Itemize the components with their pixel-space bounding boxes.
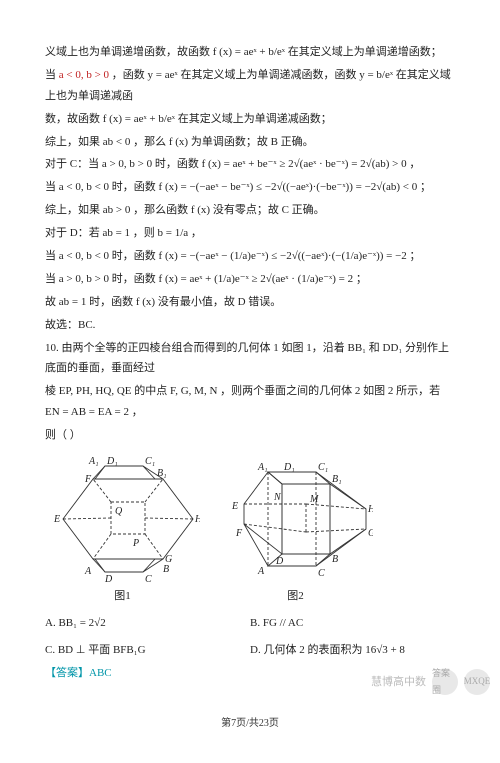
text-line: 数，故函数 f (x) = aeˣ + b/eˣ 在其定义域上为单调递减函数； [45,109,455,130]
figure-1: A₁ D₁ C₁ B₁ E H Q A D P C B F G 图1 [45,454,200,607]
watermark: 慧博高中数 答案圈 MXQE [371,669,490,695]
text-line: 当 a < 0, b < 0 时，函数 f (x) = −(−aeˣ − be⁻… [45,177,455,198]
choice-A: A. BB₁ = 2√2 [45,613,250,634]
lbl2-E: E [231,501,238,512]
question-text: 10. 由两个全等的正四棱台组合而得到的几何体 1 如图 1，沿着 BB₁ 和 … [45,338,455,380]
lbl-A1: A₁ [88,456,99,467]
text: 当 [45,69,59,81]
text-line: 综上，如果 ab > 0 ，那么函数 f (x) 没有零点；故 C 正确。 [45,200,455,221]
page-footer: 第7页/共23页 [45,714,455,733]
lbl-A: A [84,566,92,577]
figure-2-svg: A₁ D₁ C₁ B₁ E N M H F G A D C B [218,454,373,584]
figure-2-caption: 图2 [287,586,304,607]
lbl-Q: Q [115,506,123,517]
figure-2: A₁ D₁ C₁ B₁ E N M H F G A D C B 图2 [218,454,373,607]
lbl2-B1: B₁ [332,474,342,485]
lbl-D1: D₁ [106,456,118,467]
text-line: 综上，如果 ab < 0 ，那么 f (x) 为单调函数；故 B 正确。 [45,132,455,153]
lbl-D: D [104,574,113,584]
choice-grid: A. BB₁ = 2√2 B. FG // AC C. BD ⊥ 平面 BFB₁… [45,613,455,661]
lbl2-B: B [332,554,338,565]
lbl2-N: N [273,492,282,503]
question-text: 棱 EP, PH, HQ, QE 的中点 F, G, M, N ，则两个垂面之间… [45,381,455,423]
text-line: 故 ab = 1 时，函数 f (x) 没有最小值，故 D 错误。 [45,292,455,313]
text-line: 对于 D：若 ab = 1 ，则 b = 1/a ， [45,223,455,244]
choice-C: C. BD ⊥ 平面 BFB₁G [45,640,250,661]
text-line: 当 a < 0, b < 0 时，函数 f (x) = −(−aeˣ − (1/… [45,246,455,267]
text-line: 当 a < 0, b > 0 ，函数 y = aeˣ 在其定义域上为单调递减函数… [45,65,455,107]
watermark-badge-1: 答案圈 [432,669,458,695]
lbl2-A: A [257,566,265,577]
lbl2-M: M [309,494,319,505]
lbl-P: P [132,538,139,549]
lbl2-H: H [367,504,373,515]
answer-value: ABC [89,667,112,679]
lbl2-F: F [235,528,243,539]
text-highlight: a < 0, b > 0 [59,69,109,81]
lbl-G: G [165,554,172,565]
lbl-C1: C₁ [145,456,155,467]
choice-D: D. 几何体 2 的表面积为 16√3 + 8 [250,640,455,661]
watermark-text: 慧博高中数 [371,672,426,693]
lbl-B: B [163,564,169,575]
text-line: 义域上也为单调递增函数，故函数 f (x) = aeˣ + b/eˣ 在其定义域… [45,42,455,63]
lbl2-C1: C₁ [318,462,328,473]
figure-1-caption: 图1 [114,586,131,607]
lbl2-C: C [318,568,325,579]
lbl2-D1: D₁ [283,462,295,473]
answer-prefix: 【答案】 [45,667,89,679]
figures-row: A₁ D₁ C₁ B₁ E H Q A D P C B F G 图1 [45,454,455,607]
lbl-F: F [84,474,92,485]
watermark-badge-2: MXQE [464,669,490,695]
text-line: 故选：BC. [45,315,455,336]
lbl-H: H [194,514,200,525]
question-text: 则（ ） [45,425,455,446]
choice-B: B. FG // AC [250,613,455,634]
text-line: 对于 C：当 a > 0, b > 0 时，函数 f (x) = aeˣ + b… [45,154,455,175]
figure-1-svg: A₁ D₁ C₁ B₁ E H Q A D P C B F G [45,454,200,584]
lbl2-D: D [275,556,284,567]
lbl2-G: G [368,528,373,539]
text-line: 当 a > 0, b > 0 时，函数 f (x) = aeˣ + (1/a)e… [45,269,455,290]
lbl-C: C [145,574,152,584]
lbl-B1: B₁ [157,468,167,479]
lbl-E: E [53,514,60,525]
lbl2-A1: A₁ [257,462,268,473]
